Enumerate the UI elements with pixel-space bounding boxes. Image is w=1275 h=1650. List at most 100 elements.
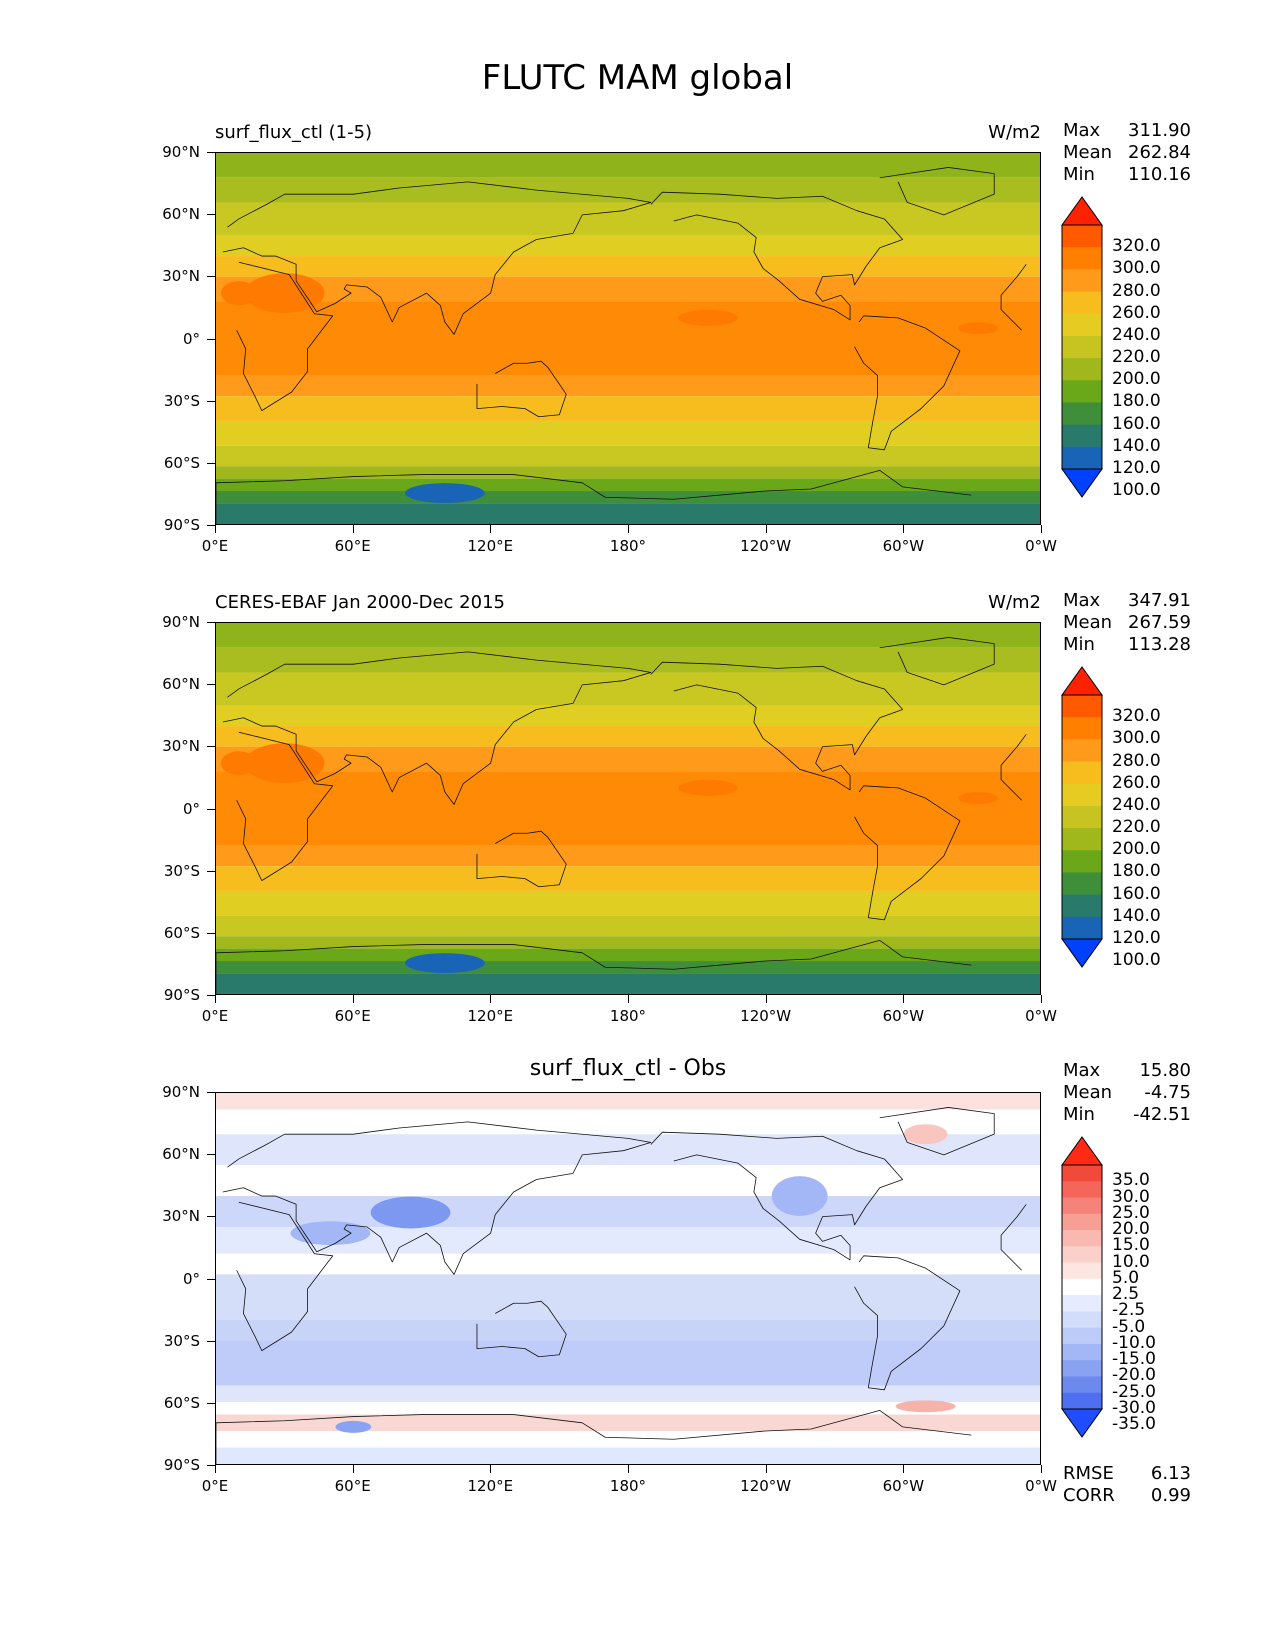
colorbar-segment — [1062, 739, 1102, 763]
y-tick — [207, 338, 215, 340]
field-band — [216, 235, 1040, 257]
x-tick-label: 60°E — [334, 1477, 371, 1495]
colorbar-label: -10.0 — [1112, 1332, 1156, 1353]
x-tick — [1041, 525, 1042, 533]
colorbar-label: 320.0 — [1112, 706, 1161, 727]
x-tick-label: 0°W — [1025, 537, 1057, 555]
field-band — [216, 1109, 1040, 1135]
stat-label: Min — [1063, 1104, 1095, 1125]
y-tick-label: 30°S — [163, 1331, 200, 1350]
x-tick — [628, 525, 629, 533]
y-tick — [207, 152, 215, 153]
field-anomaly — [220, 751, 257, 776]
colorbar-segment — [1062, 1343, 1102, 1361]
x-tick — [352, 995, 354, 1003]
colorbar-label: 30.0 — [1112, 1186, 1150, 1207]
field-band — [216, 1319, 1040, 1341]
coastline — [476, 830, 567, 888]
x-tick-label: 0°E — [201, 1007, 229, 1025]
x-tick — [490, 525, 492, 533]
colorbar-label: -35.0 — [1112, 1414, 1156, 1435]
field-anomaly — [244, 273, 325, 314]
colorbar-segment — [1062, 446, 1102, 470]
colorbar-label: 200.0 — [1112, 839, 1161, 860]
colorbar-segment — [1062, 424, 1102, 448]
field-anomaly — [290, 1221, 371, 1246]
field-anomaly — [370, 1196, 451, 1229]
y-tick-label: 60°S — [163, 923, 200, 942]
field-band — [216, 276, 1040, 302]
stat-label: Mean — [1063, 1082, 1113, 1103]
colorbar-segment — [1062, 1262, 1102, 1280]
x-tick-label: 60°W — [882, 537, 925, 555]
y-tick-label: 30°S — [163, 861, 200, 880]
x-tick-label: 0°E — [201, 1477, 229, 1495]
colorbar — [1060, 1135, 1104, 1443]
panel-title: surf_flux_ctl (1-5) — [215, 122, 373, 143]
field-band — [216, 375, 1040, 397]
field-band — [216, 420, 1040, 446]
colorbar-label: 220.0 — [1112, 347, 1161, 368]
colorbar-label: 300.0 — [1112, 728, 1161, 749]
stat-row: CORR 0.99 — [1063, 1485, 1191, 1507]
colorbar-label: -2.5 — [1112, 1300, 1146, 1321]
map-canvas — [216, 1093, 1040, 1464]
field-band — [216, 1196, 1040, 1227]
x-tick — [352, 1465, 354, 1473]
x-tick-label: 0°W — [1025, 1477, 1057, 1495]
x-tick — [215, 525, 216, 533]
field-band — [216, 1253, 1040, 1275]
y-tick-label: 60°S — [163, 453, 200, 472]
field-anomaly — [220, 281, 257, 306]
x-tick — [490, 1465, 492, 1473]
y-tick-label: 60°N — [162, 675, 200, 694]
colorbar — [1060, 665, 1104, 973]
x-tick-label: 60°E — [334, 537, 371, 555]
colorbar-label: 5.0 — [1112, 1267, 1140, 1288]
figure-title: FLUTC MAM global — [481, 58, 794, 98]
colorbar-segment — [1062, 402, 1102, 426]
colorbar-segment — [1062, 761, 1102, 785]
field-band — [216, 1134, 1040, 1166]
field-band — [216, 1402, 1040, 1415]
colorbar-label: -30.0 — [1112, 1398, 1156, 1418]
colorbar-label: 280.0 — [1112, 750, 1161, 771]
x-tick — [903, 525, 905, 533]
field-anomaly — [244, 743, 325, 784]
field-band — [216, 202, 1040, 236]
stat-row: Min 113.28 — [1063, 634, 1191, 656]
map-plot — [215, 152, 1041, 525]
y-tick-label: 90°N — [162, 613, 200, 631]
field-band — [216, 623, 1040, 648]
x-tick-label: 120°W — [740, 1477, 792, 1495]
coastline — [879, 167, 995, 216]
colorbar-label: 260.0 — [1112, 772, 1161, 793]
field-band — [216, 1385, 1040, 1403]
colorbar-frame — [1061, 1164, 1103, 1410]
colorbar-segment — [1062, 1197, 1102, 1215]
x-tick — [903, 1465, 905, 1473]
stat-row: Mean 262.84 — [1063, 142, 1191, 164]
stat-value: 6.13 — [1150, 1463, 1191, 1484]
y-tick — [207, 870, 215, 872]
colorbar-segment — [1062, 1230, 1102, 1247]
x-tick-label: 180° — [609, 1007, 647, 1025]
y-tick — [207, 622, 215, 623]
colorbar-segment — [1062, 783, 1102, 807]
colorbar-segment — [1062, 1360, 1102, 1377]
stat-row: Max 311.90 — [1063, 120, 1191, 142]
field-band — [216, 936, 1040, 949]
map-canvas — [216, 623, 1040, 994]
field-band — [216, 845, 1040, 867]
colorbar-segment — [1062, 1181, 1102, 1199]
coastline — [854, 1255, 961, 1391]
colorbar-label: 300.0 — [1112, 258, 1161, 279]
y-tick — [207, 462, 215, 464]
panel-units: W/m2 — [988, 592, 1041, 613]
y-tick-label: 90°N — [162, 1083, 200, 1101]
field-band — [216, 256, 1040, 277]
colorbar-label: 35.0 — [1112, 1170, 1150, 1191]
stat-value: -4.75 — [1144, 1082, 1191, 1103]
field-band — [216, 466, 1040, 479]
colorbar-segment — [1062, 872, 1102, 896]
